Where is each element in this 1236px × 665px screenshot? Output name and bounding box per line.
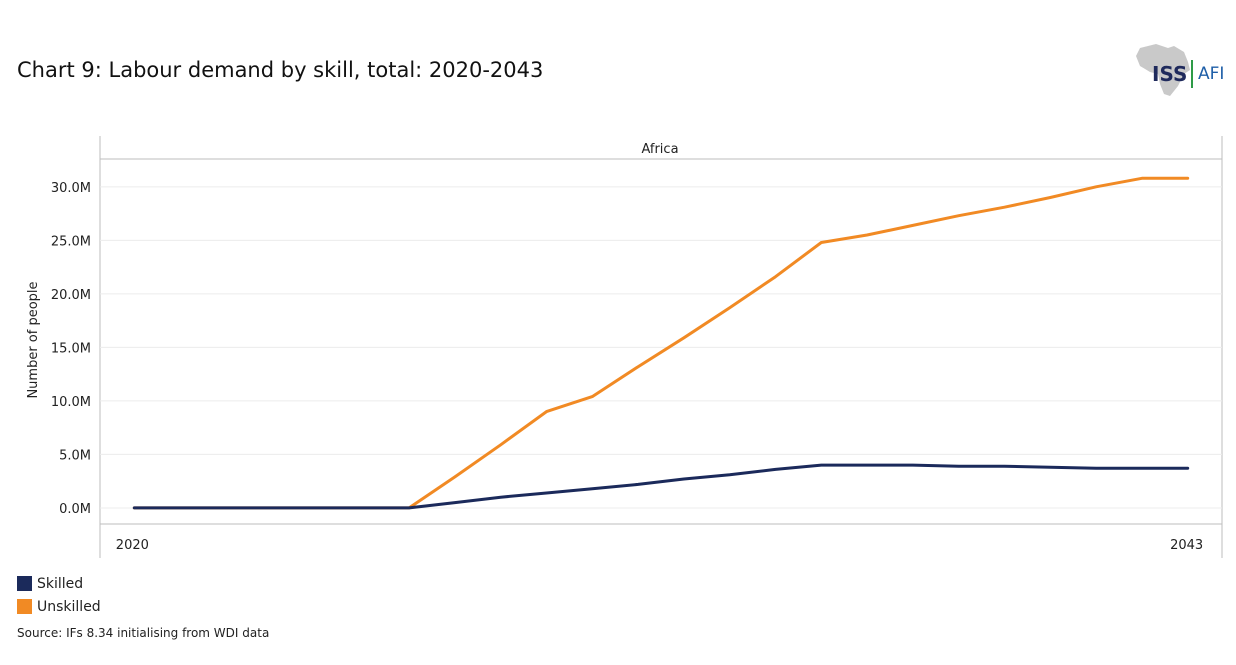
legend-label-unskilled: Unskilled xyxy=(37,598,101,615)
y-tick-label: 15.0M xyxy=(51,341,91,356)
x-tick-label: 2043 xyxy=(1170,538,1203,553)
legend-item-unskilled[interactable]: Unskilled xyxy=(17,595,101,618)
legend-swatch-skilled xyxy=(17,576,32,591)
y-tick-label: 30.0M xyxy=(51,181,91,196)
logo-divider xyxy=(1191,60,1193,88)
panel-title: Africa xyxy=(641,142,678,157)
logo-iss: ISS xyxy=(1152,62,1188,86)
gridlines xyxy=(100,186,1222,509)
y-tick-labels: 0.0M 5.0M 10.0M 15.0M 20.0M 25.0M 30.0M xyxy=(51,181,91,517)
source-note: Source: IFs 8.34 initialising from WDI d… xyxy=(17,626,270,640)
y-tick-label: 25.0M xyxy=(51,234,91,249)
legend-label-skilled: Skilled xyxy=(37,575,84,592)
x-tick-labels: 2020 2043 xyxy=(116,538,1203,553)
series-line-skilled xyxy=(132,463,1190,510)
line-chart: Africa Number of people 0.0M 5.0M 10.0M 15.… xyxy=(26,136,1223,558)
logo-afi: AFI xyxy=(1198,64,1225,84)
legend: Skilled Unskilled xyxy=(17,572,101,618)
y-tick-label: 20.0M xyxy=(51,288,91,303)
y-axis-label: Number of people xyxy=(26,281,41,398)
africa-map-icon xyxy=(1136,44,1190,96)
series-lines xyxy=(132,176,1190,510)
series-line-unskilled xyxy=(132,176,1190,510)
y-tick-label: 10.0M xyxy=(51,395,91,410)
legend-item-skilled[interactable]: Skilled xyxy=(17,572,101,595)
y-tick-label: 0.0M xyxy=(59,502,91,517)
chart-title: Chart 9: Labour demand by skill, total: … xyxy=(17,58,544,82)
x-tick-label: 2020 xyxy=(116,538,149,553)
y-tick-label: 5.0M xyxy=(59,448,91,463)
legend-swatch-unskilled xyxy=(17,599,32,614)
